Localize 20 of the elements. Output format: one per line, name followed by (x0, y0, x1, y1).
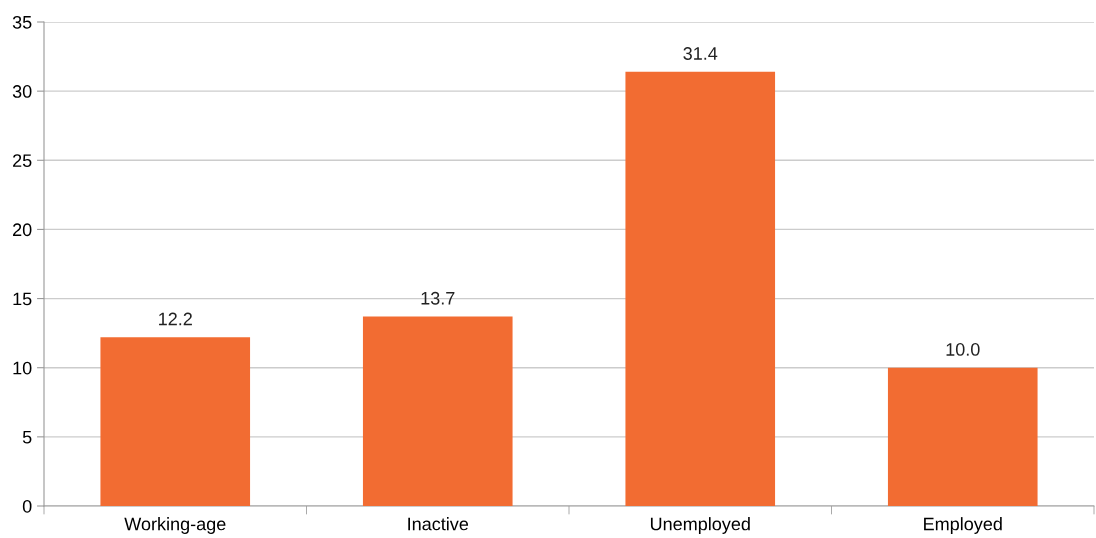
y-tick-label: 15 (13, 292, 32, 306)
bar (625, 71, 776, 506)
x-tick-label: Unemployed (650, 517, 750, 534)
x-tick-label: Employed (924, 517, 1002, 534)
data-label: 10.0 (946, 343, 980, 356)
data-label: 12.2 (159, 312, 192, 326)
y-tick-label: 30 (12, 85, 32, 98)
data-label: 13.7 (421, 291, 455, 305)
y-tick-label: 0 (22, 499, 32, 513)
x-tick-label: Working-age (124, 517, 226, 534)
data-label: 31.4 (683, 47, 718, 60)
y-tick-label: 10 (13, 361, 32, 375)
y-tick-label: 35 (12, 15, 32, 29)
bar (887, 367, 1038, 506)
y-tick-label: 20 (13, 223, 32, 237)
bar (100, 337, 251, 506)
y-tick-label: 5 (22, 430, 32, 444)
bar (362, 316, 513, 506)
x-tick-label: Inactive (408, 517, 469, 531)
y-tick-label: 25 (13, 154, 32, 168)
